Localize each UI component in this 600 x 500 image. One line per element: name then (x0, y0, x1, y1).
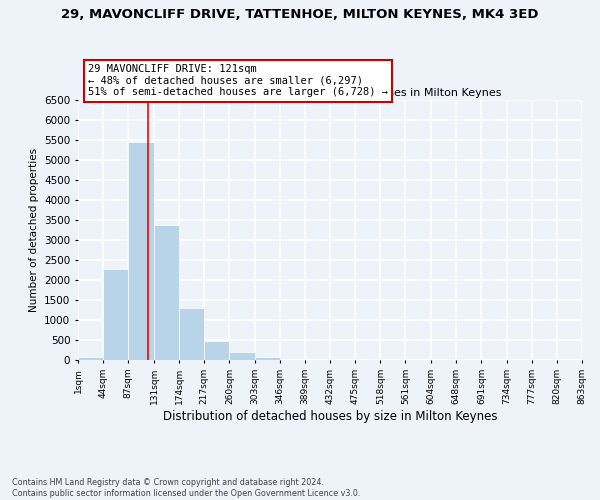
Text: 29 MAVONCLIFF DRIVE: 121sqm
← 48% of detached houses are smaller (6,297)
51% of : 29 MAVONCLIFF DRIVE: 121sqm ← 48% of det… (88, 64, 388, 98)
Title: Size of property relative to detached houses in Milton Keynes: Size of property relative to detached ho… (159, 88, 501, 98)
X-axis label: Distribution of detached houses by size in Milton Keynes: Distribution of detached houses by size … (163, 410, 497, 422)
Bar (179, 308, 204, 360)
Bar (154, 225, 179, 360)
Bar (103, 269, 128, 360)
Bar (204, 341, 229, 360)
Bar (128, 142, 154, 360)
Bar (254, 356, 280, 360)
Bar (229, 352, 254, 360)
Text: Contains HM Land Registry data © Crown copyright and database right 2024.
Contai: Contains HM Land Registry data © Crown c… (12, 478, 361, 498)
Text: 29, MAVONCLIFF DRIVE, TATTENHOE, MILTON KEYNES, MK4 3ED: 29, MAVONCLIFF DRIVE, TATTENHOE, MILTON … (61, 8, 539, 20)
Bar (78, 357, 103, 360)
Y-axis label: Number of detached properties: Number of detached properties (29, 148, 38, 312)
